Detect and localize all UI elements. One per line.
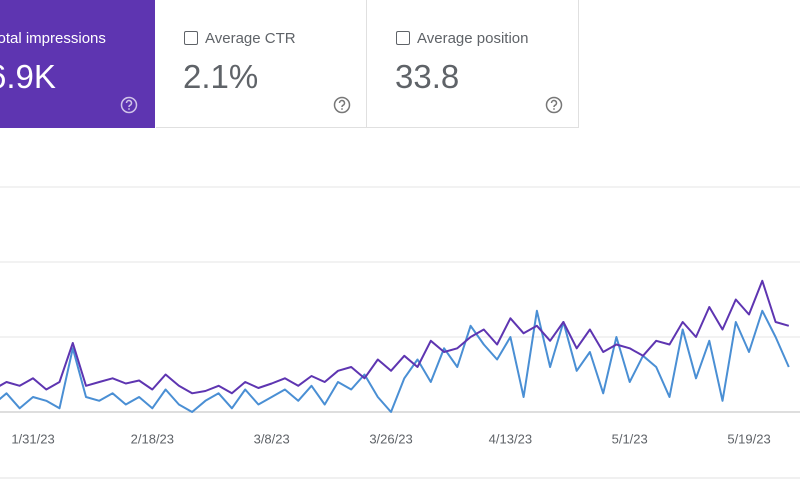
impressions-card[interactable]: Total impressions 6.9K	[0, 0, 155, 128]
card-value: 6.9K	[0, 58, 56, 95]
help-icon[interactable]	[120, 96, 138, 114]
checkbox[interactable]	[184, 31, 198, 45]
x-tick-label: 5/1/23	[612, 431, 648, 446]
help-icon[interactable]	[545, 96, 563, 114]
x-tick-label: 5/19/23	[727, 431, 770, 446]
ctr-card[interactable]: Average CTR 2.1%	[156, 0, 367, 128]
x-tick-label: 3/8/23	[254, 431, 290, 446]
help-icon[interactable]	[333, 96, 351, 114]
position-card[interactable]: Average position 33.8	[367, 0, 579, 128]
checkbox[interactable]	[396, 31, 410, 45]
card-label: Average position	[417, 30, 529, 47]
x-tick-label: 3/26/23	[369, 431, 412, 446]
series-line	[0, 309, 790, 413]
card-value: 33.8	[395, 58, 460, 95]
card-label: Total impressions	[0, 30, 106, 47]
series-line	[0, 279, 790, 395]
x-tick-label: 1/31/23	[11, 431, 54, 446]
card-value: 2.1%	[183, 58, 259, 95]
x-tick-label: 4/13/23	[489, 431, 532, 446]
card-label: Average CTR	[205, 30, 296, 47]
x-tick-label: 2/18/23	[131, 431, 174, 446]
